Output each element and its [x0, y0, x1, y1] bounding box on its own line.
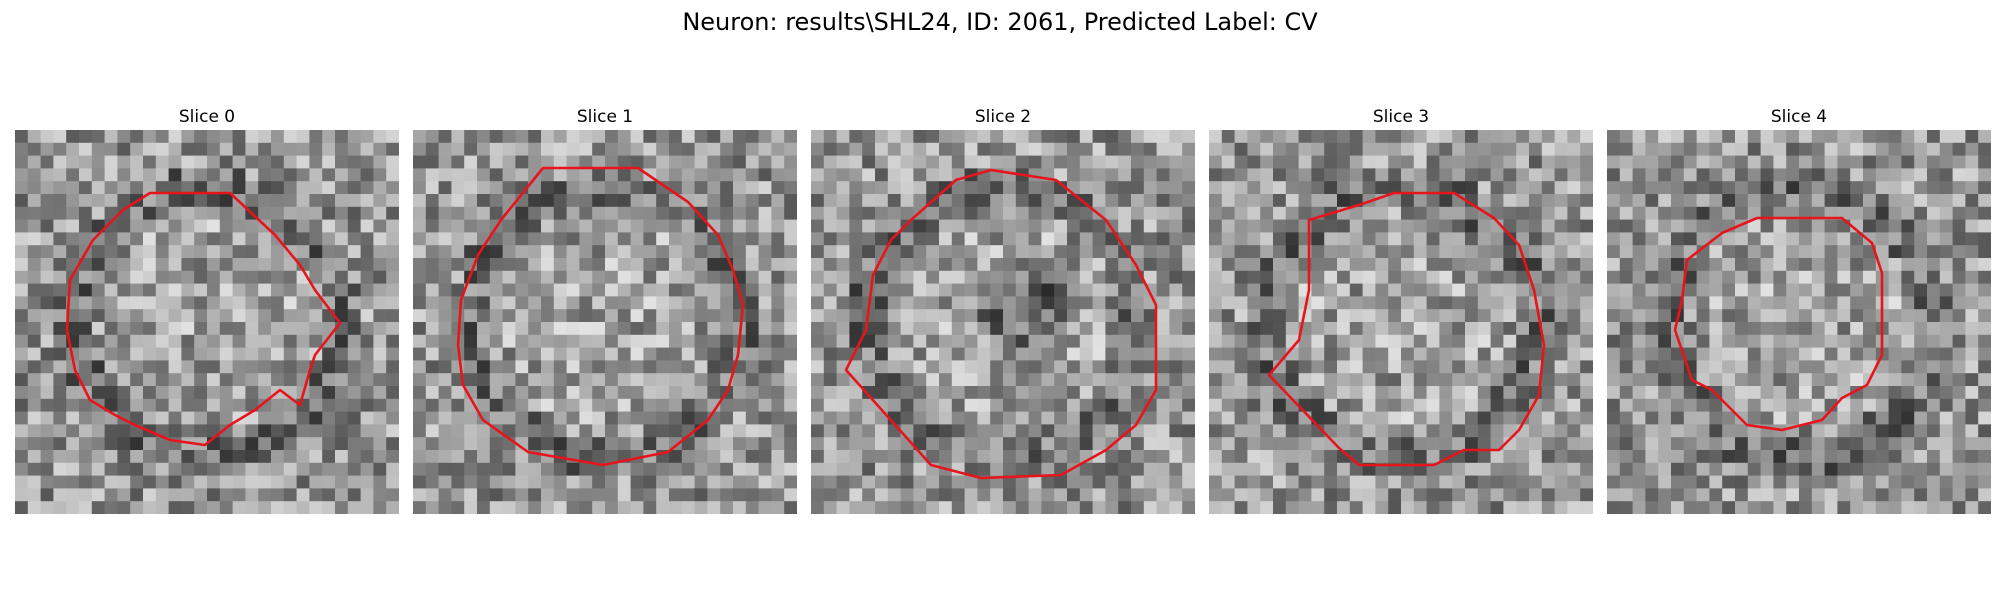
roi-outline-1 [456, 166, 745, 467]
slice-image-2 [811, 130, 1195, 514]
slice-image-0 [15, 130, 399, 514]
slice-title-2: Slice 2 [974, 107, 1032, 127]
roi-outline-2 [844, 168, 1158, 480]
slice-image-4 [1607, 130, 1991, 514]
slice-title-3: Slice 3 [1372, 107, 1430, 127]
slice-panel-1: Slice 1 [413, 106, 797, 514]
slice-title-0: Slice 0 [178, 107, 236, 127]
roi-outline-0 [65, 191, 342, 447]
slice-panel-4: Slice 4 [1607, 106, 1991, 514]
slice-title-4: Slice 4 [1770, 107, 1828, 127]
slice-panel-0: Slice 0 [15, 106, 399, 514]
slice-panel-2: Slice 2 [811, 106, 1195, 514]
slice-panel-3: Slice 3 [1209, 106, 1593, 514]
slice-title-1: Slice 1 [576, 107, 634, 127]
slice-image-1 [413, 130, 797, 514]
roi-outline-4 [1673, 216, 1884, 432]
roi-outline-3 [1267, 191, 1546, 467]
slice-image-3 [1209, 130, 1593, 514]
figure-title: Neuron: results\SHL24, ID: 2061, Predict… [682, 8, 1318, 36]
